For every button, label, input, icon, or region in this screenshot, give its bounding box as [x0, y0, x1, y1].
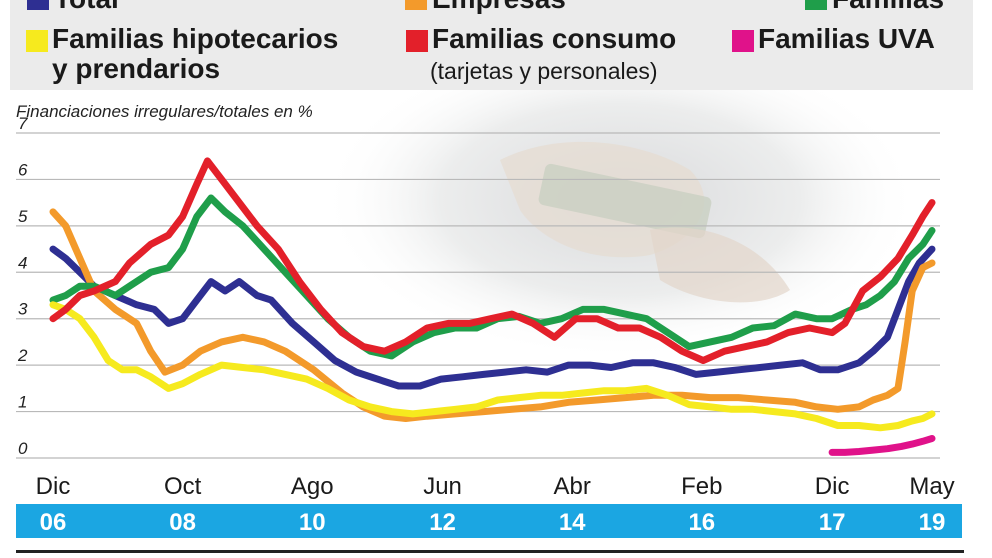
- y-tick-label: 4: [18, 253, 27, 272]
- y-tick-label: 7: [18, 114, 28, 133]
- legend-swatch-familias: [805, 0, 827, 10]
- legend-label-familias: Familias: [832, 0, 944, 14]
- series-line-1: [49, 208, 936, 422]
- x-tick-year: 14: [559, 509, 586, 536]
- legend: Total Empresas Familias Familias hipotec…: [10, 0, 973, 90]
- x-tick-year: 17: [819, 509, 846, 536]
- series-lines: [49, 157, 936, 456]
- legend-label-consumo: Familias consumo: [432, 23, 677, 54]
- x-axis-ticks: Dic 06 Oct 08 Ago 10 Jun 12 Abr 14 Feb 16 Dic 17 May 19: [36, 473, 955, 536]
- legend-label-uva: Familias UVA: [758, 23, 935, 54]
- background-photo: [320, 90, 920, 360]
- legend-label-hipotecarios: Familias hipotecarios: [52, 23, 339, 54]
- legend-swatch-consumo: [406, 30, 428, 52]
- x-tick-year: 12: [429, 509, 456, 536]
- series-line-3: [49, 301, 936, 432]
- series-line-4: [49, 157, 936, 364]
- x-tick-month: Ago: [291, 473, 334, 500]
- y-tick-label: 5: [18, 207, 28, 226]
- legend-swatch-hipotecarios: [26, 30, 48, 52]
- x-tick-month: May: [909, 473, 954, 500]
- series-line-0: [49, 245, 936, 390]
- legend-label-hipotecarios-2: y prendarios: [52, 53, 221, 84]
- year-band: [16, 504, 962, 538]
- legend-label-consumo-2: (tarjetas y personales): [430, 58, 658, 84]
- bottom-rule: [16, 550, 964, 553]
- legend-swatch-uva: [732, 30, 754, 52]
- series-line-2: [49, 194, 936, 360]
- x-tick-month: Oct: [164, 473, 202, 500]
- x-tick-year: 19: [919, 509, 946, 536]
- legend-label-empresas: Empresas: [432, 0, 566, 14]
- x-tick-month: Dic: [815, 473, 850, 500]
- x-tick-month: Dic: [36, 473, 71, 500]
- y-tick-label: 2: [17, 346, 28, 365]
- y-tick-label: 6: [18, 160, 28, 179]
- x-tick-month: Abr: [554, 473, 591, 500]
- x-tick-month: Jun: [423, 473, 462, 500]
- legend-swatch-empresas: [405, 0, 427, 10]
- y-tick-label: 1: [18, 393, 27, 412]
- y-axis-label: Financiaciones irregulares/totales en %: [16, 102, 313, 121]
- y-tick-label: 0: [18, 439, 28, 458]
- x-tick-year: 16: [688, 509, 715, 536]
- y-axis-ticks: 0 1 2 3 4 5 6 7: [17, 114, 28, 458]
- legend-label-total: Total: [54, 0, 119, 14]
- x-tick-year: 08: [169, 509, 196, 536]
- legend-swatch-total: [27, 0, 49, 10]
- y-tick-label: 3: [18, 300, 28, 319]
- x-tick-month: Feb: [681, 473, 722, 500]
- x-tick-year: 06: [40, 509, 67, 536]
- x-tick-year: 10: [299, 509, 326, 536]
- series-line-5: [828, 435, 936, 456]
